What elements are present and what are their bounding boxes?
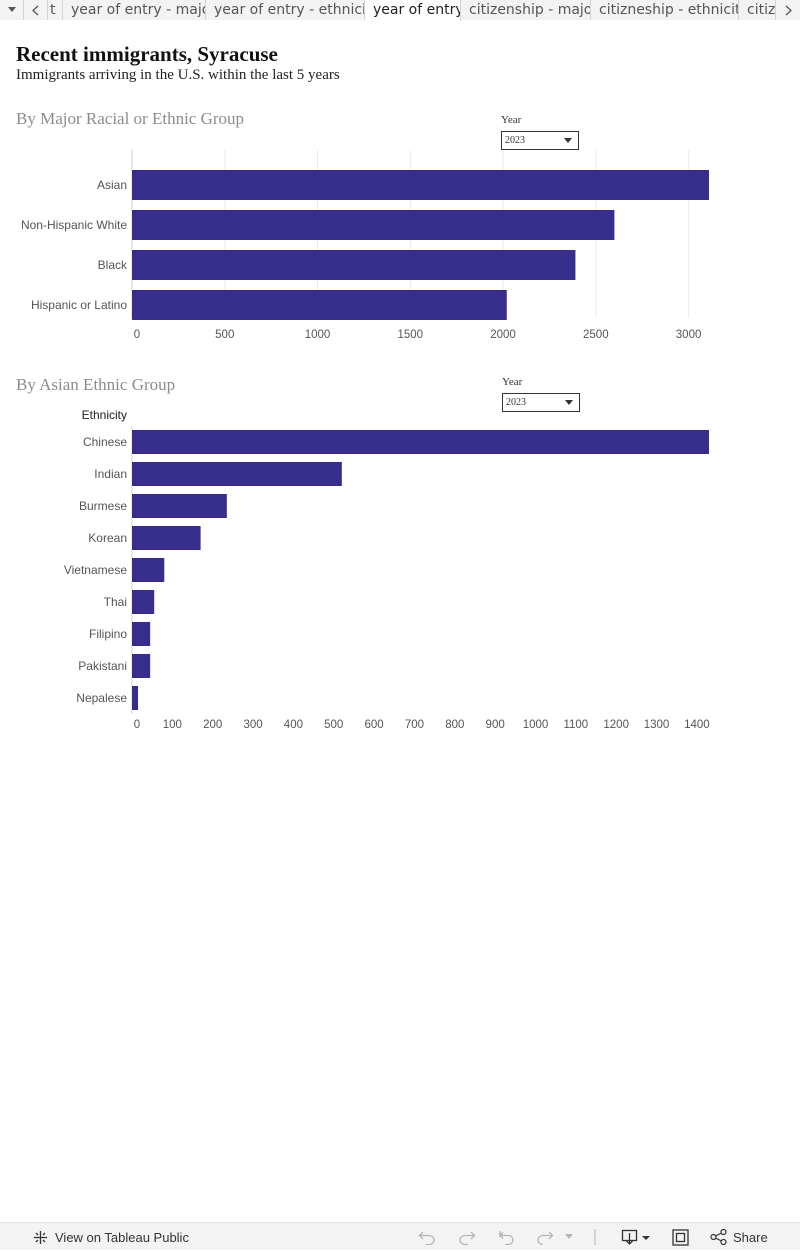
tableau-logo-icon [34,1230,47,1244]
view-on-tableau-link[interactable]: View on Tableau Public [32,1223,189,1251]
view-on-tableau-label: View on Tableau Public [55,1229,189,1245]
asian-bar-thai[interactable] [132,590,155,614]
asian-bar-pakistani[interactable] [132,654,151,678]
asian-bar-chinese[interactable] [132,430,709,454]
asian-x-tick-label: 500 [324,719,343,731]
chevron-down-icon [565,400,573,405]
tab-scroll-right-icon[interactable] [776,0,800,20]
tab-year-of-entry-ethnicity[interactable]: year of entry - ethnicity [206,0,365,20]
major-x-tick-label: 500 [215,329,234,341]
major-category-label: Asian [97,178,127,192]
major-year-filter-label: Year [501,114,522,126]
major-category-label: Hispanic or Latino [31,298,127,312]
major-bar-hispanic-or-latino[interactable] [132,290,507,320]
asian-x-tick-label: 1200 [603,719,629,731]
major-bar-non-hispanic-white[interactable] [132,210,615,240]
asian-section-heading: By Asian Ethnic Group [16,375,176,394]
asian-x-tick-label: 400 [284,719,303,731]
tab-citizneship-ethnicity[interactable]: citizneship - ethnicity [591,0,739,20]
tab-year-of-entry[interactable]: year of entry [365,0,461,21]
refresh-icon[interactable] [536,1223,554,1251]
asian-category-label: Filipino [89,627,127,641]
major-x-tick-label: 0 [134,329,140,341]
asian-x-tick-label: 1000 [523,719,549,731]
asian-category-label: Vietnamese [64,563,127,577]
share-icon [710,1229,727,1245]
toolbar-divider [594,1223,596,1251]
sheet-tab-bar: t year of entry - major year of entry - … [0,0,800,21]
asian-x-tick-label: 100 [163,719,182,731]
tab-year-of-entry-major[interactable]: year of entry - major [63,0,206,20]
major-x-tick-label: 2500 [583,329,609,341]
major-x-tick-label: 1500 [397,329,423,341]
share-button[interactable]: Share [710,1223,768,1251]
major-year-dropdown-value: 2023 [505,135,525,146]
major-group-bar-chart: Asian Non-Hispanic White Black Hispanic or … [0,150,760,350]
major-bar-black[interactable] [132,250,576,280]
asian-category-label: Nepalese [76,691,127,705]
page-subtitle: Immigrants arriving in the U.S. within t… [16,67,340,83]
asian-x-tick-label: 200 [203,719,222,731]
tab-menu-caret-icon[interactable] [0,0,24,20]
major-section-heading: By Major Racial or Ethnic Group [16,109,245,128]
asian-x-tick-label: 900 [486,719,505,731]
asian-x-tick-label: 700 [405,719,424,731]
asian-x-tick-label: 800 [445,719,464,731]
revert-icon[interactable] [497,1223,515,1251]
major-category-label: Black [98,258,128,272]
asian-bar-indian[interactable] [132,462,342,486]
asian-row-header: Ethnicity [82,408,127,422]
asian-x-tick-label: 0 [134,719,140,731]
asian-category-label: Pakistani [78,659,127,673]
chevron-down-icon [564,138,572,143]
asian-bar-burmese[interactable] [132,494,227,518]
fullscreen-icon[interactable] [672,1223,689,1251]
major-year-dropdown[interactable]: 2023 [501,131,579,150]
asian-category-label: Korean [88,531,127,545]
asian-group-bar-chart: Ethnicity Chinese Indian Burmese Korean Vietn… [0,405,760,735]
asian-bar-filipino[interactable] [132,622,151,646]
asian-bar-vietnamese[interactable] [132,558,165,582]
asian-x-tick-label: 1400 [684,719,710,731]
tab-scroll-left-icon[interactable] [24,0,48,20]
asian-x-tick-label: 1300 [644,719,670,731]
asian-x-tick-label: 300 [243,719,262,731]
major-x-tick-label: 3000 [676,329,702,341]
major-x-tick-label: 1000 [305,329,331,341]
asian-category-label: Thai [104,595,127,609]
page-title: Recent immigrants, Syracuse [16,42,278,66]
redo-icon[interactable] [458,1223,476,1251]
asian-category-label: Chinese [83,435,127,449]
asian-category-label: Burmese [79,499,127,513]
pause-menu-caret-icon[interactable] [565,1223,573,1251]
major-bar-asian[interactable] [132,170,709,200]
asian-bar-korean[interactable] [132,526,201,550]
bottom-toolbar: View on Tableau Public [0,1222,800,1250]
major-chart-svg: Asian Non-Hispanic White Black Hispanic or … [21,150,709,341]
share-label: Share [733,1229,768,1245]
asian-x-tick-label: 1100 [563,719,588,731]
asian-bar-nepalese[interactable] [132,686,139,710]
asian-category-label: Indian [94,467,127,481]
asian-year-dropdown[interactable]: 2023 [502,393,580,412]
tab-citizenship-major[interactable]: citizenship - major [461,0,591,20]
asian-year-filter-label: Year [502,376,523,388]
major-x-tick-label: 2000 [490,329,516,341]
asian-x-tick-label: 600 [365,719,384,731]
asian-year-dropdown-value: 2023 [506,397,526,408]
download-icon[interactable] [621,1223,651,1251]
tab-citiz-partial[interactable]: citiz [739,0,776,20]
tab-partial-left[interactable]: t [48,0,63,20]
major-category-label: Non-Hispanic White [21,218,127,232]
asian-chart-svg: Ethnicity Chinese Indian Burmese Korean Vietn… [64,408,710,731]
undo-icon[interactable] [418,1223,436,1251]
